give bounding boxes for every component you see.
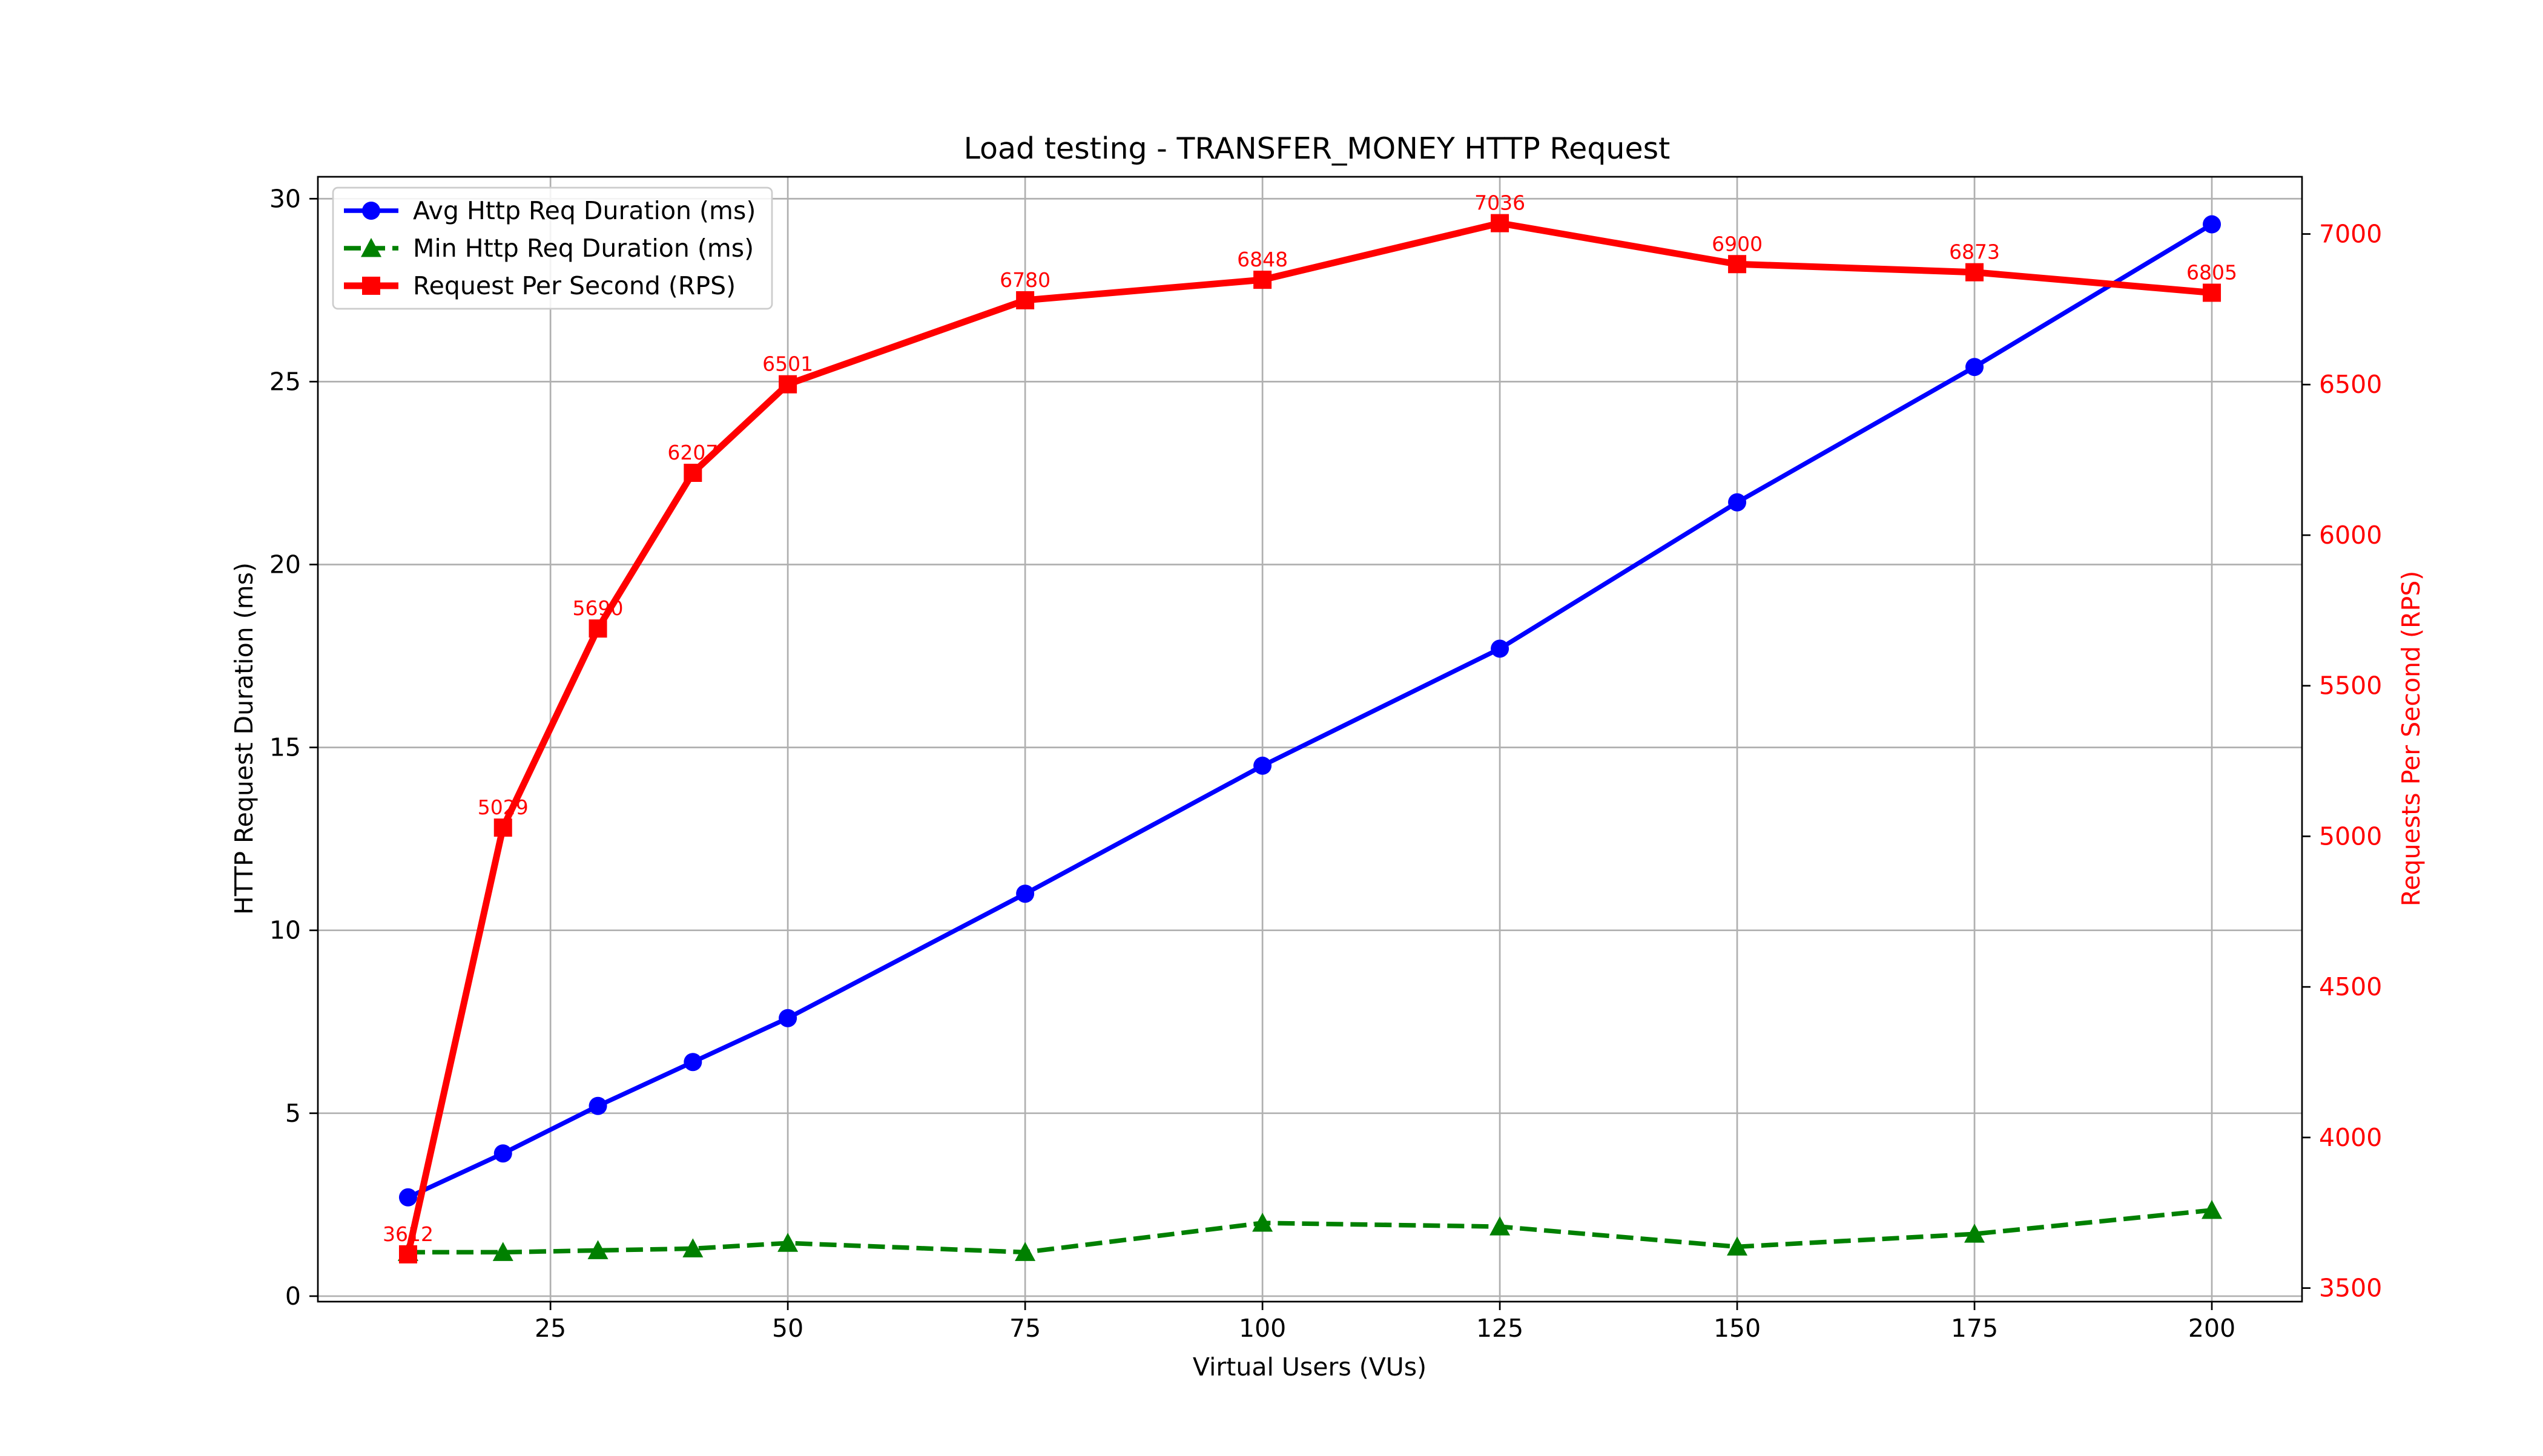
data-point <box>493 819 512 837</box>
axes-layer: 25 50 75 100 125 150 175 200 0 5 10 15 20 25 30 3500 400… <box>269 176 2382 1343</box>
data-point <box>1015 1242 1036 1261</box>
y2-tick-label: 6500 <box>2319 370 2382 399</box>
data-label: 6900 <box>1712 232 1763 255</box>
data-point <box>1491 214 1509 232</box>
plot-frame <box>317 176 2303 1303</box>
x-tick-label: 75 <box>1009 1314 1041 1343</box>
legend: Avg Http Req Duration (ms) Min Http Req D… <box>332 186 773 310</box>
y2-tick-label: 5500 <box>2319 671 2382 700</box>
data-point <box>2202 1199 2223 1219</box>
x-tick-label: 25 <box>535 1314 566 1343</box>
data-point <box>779 1009 797 1027</box>
legend-marker <box>362 202 380 220</box>
data-point <box>779 375 797 394</box>
series-0 <box>398 215 2221 1207</box>
y-tick-label: 25 <box>269 367 301 396</box>
data-point <box>398 1188 417 1207</box>
data-point <box>1016 884 1035 903</box>
data-point <box>492 1242 513 1261</box>
x-tick-label: 50 <box>772 1314 803 1343</box>
y2-axis-label: Requests Per Second (RPS) <box>2396 571 2426 906</box>
legend-marker <box>361 238 381 257</box>
legend-box <box>332 186 773 310</box>
x-tick-label: 150 <box>1713 1314 1761 1343</box>
series-layer: 3612 5029 5690 6207 6501 6780 6848 7036 6900 6873… <box>383 191 2237 1263</box>
data-point <box>1016 291 1035 309</box>
y-tick-label: 15 <box>269 733 301 762</box>
y2-tick-label: 4000 <box>2319 1123 2382 1152</box>
grid-layer <box>318 177 2302 1302</box>
y-tick-label: 30 <box>269 184 301 213</box>
data-label: 6207 <box>667 441 718 464</box>
data-label: 3612 <box>383 1222 434 1246</box>
data-point <box>587 1240 609 1259</box>
data-point <box>777 1233 799 1252</box>
x-axis-label: Virtual Users (VUs) <box>1193 1352 1427 1382</box>
x-tick-label: 100 <box>1239 1314 1286 1343</box>
data-point <box>1728 493 1747 512</box>
y2-tick-label: 5000 <box>2319 822 2382 851</box>
data-point <box>398 1245 417 1263</box>
data-point <box>1253 756 1272 775</box>
y-tick-label: 0 <box>285 1282 301 1311</box>
data-point <box>684 1053 702 1072</box>
data-label: 6848 <box>1237 248 1288 271</box>
legend-label: Avg Http Req Duration (ms) <box>413 196 756 225</box>
data-label: 6780 <box>1000 268 1051 292</box>
series-2: 3612 5029 5690 6207 6501 6780 6848 7036 6900 6873… <box>383 191 2237 1263</box>
y-tick-label: 10 <box>269 916 301 945</box>
data-point <box>589 1096 607 1115</box>
y-tick-label: 20 <box>269 550 301 579</box>
y-tick-label: 5 <box>285 1099 301 1128</box>
data-point <box>1253 271 1272 289</box>
data-point <box>589 619 607 638</box>
data-point <box>1965 358 1984 377</box>
y2-tick-label: 6000 <box>2319 521 2382 550</box>
legend-marker <box>362 277 380 295</box>
data-point <box>2203 283 2221 302</box>
y2-tick-label: 7000 <box>2319 220 2382 249</box>
data-label: 7036 <box>1474 191 1525 215</box>
data-label: 6873 <box>1949 240 2000 264</box>
data-point <box>682 1238 704 1257</box>
x-tick-label: 200 <box>2188 1314 2235 1343</box>
data-label: 6501 <box>762 352 813 376</box>
y2-tick-label: 4500 <box>2319 972 2382 1001</box>
data-point <box>1491 639 1509 658</box>
data-point <box>1965 263 1984 282</box>
data-point <box>1489 1216 1511 1236</box>
legend-label: Request Per Second (RPS) <box>413 271 736 300</box>
data-point <box>1727 1236 1748 1256</box>
y-axis-label: HTTP Request Duration (ms) <box>229 562 259 915</box>
data-point <box>1964 1224 1985 1243</box>
x-tick-label: 125 <box>1476 1314 1523 1343</box>
data-point <box>1252 1213 1273 1232</box>
legend-label: Min Http Req Duration (ms) <box>413 234 754 263</box>
data-point <box>2203 215 2221 234</box>
data-label: 5690 <box>573 596 624 620</box>
chart-title: Load testing - TRANSFER_MONEY HTTP Reque… <box>964 131 1671 166</box>
data-label: 6805 <box>2186 261 2237 285</box>
data-label: 5029 <box>478 796 529 819</box>
data-point <box>493 1144 512 1163</box>
x-tick-label: 175 <box>1951 1314 1998 1343</box>
data-point <box>1728 255 1747 274</box>
data-point <box>684 463 702 482</box>
y2-tick-label: 3500 <box>2319 1274 2382 1303</box>
